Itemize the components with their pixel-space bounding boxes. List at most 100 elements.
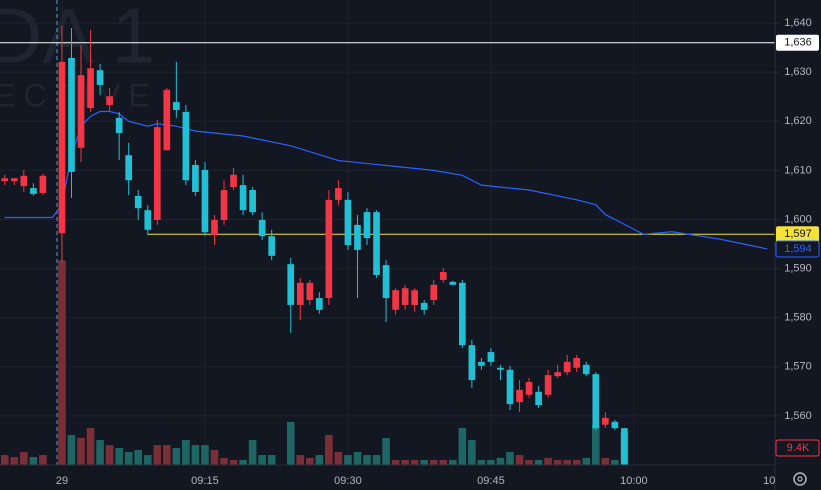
candle-body — [249, 190, 256, 213]
candle-body — [134, 195, 142, 209]
volume-bar — [506, 451, 514, 465]
y-tick-label: 1,610 — [784, 164, 812, 176]
candle-body — [382, 265, 390, 299]
volume-bar — [601, 457, 610, 465]
candle-body — [468, 345, 476, 381]
candle-body — [506, 369, 514, 405]
volume-bar — [124, 451, 133, 465]
y-tick-label: 1,620 — [784, 115, 812, 127]
volume-bar — [248, 440, 257, 465]
candle-body — [363, 212, 371, 239]
candles — [1, 26, 628, 465]
time-axis-labels: 29 09:15 09:30 09:45 10:00 10:15 — [56, 475, 791, 487]
volume-bar — [525, 459, 533, 465]
candle-body — [144, 210, 152, 230]
candle-body — [544, 375, 552, 395]
price-axis: 1,560 1,570 1,580 1,590 1,600 1,610 1,620 1,630… — [775, 17, 812, 422]
candle-body — [573, 357, 581, 368]
price-level-label: 1,636 — [784, 37, 812, 49]
volume-tag-label: 9.4K — [787, 442, 810, 454]
candle-body — [563, 361, 571, 373]
candle-body — [516, 389, 523, 403]
vwap-tag-label: 1,594 — [784, 243, 812, 255]
candle-body — [39, 175, 47, 193]
y-tick-label: 1,630 — [784, 66, 812, 78]
volume-bar — [363, 455, 371, 465]
candle-body — [77, 75, 85, 148]
candle-body — [554, 372, 561, 377]
volume-bar — [591, 425, 600, 465]
candle-body — [439, 272, 447, 280]
volume-bar — [487, 459, 495, 465]
watermark-title: DA 1 — [0, 0, 155, 80]
volume-bar — [410, 459, 419, 465]
settings-icon[interactable] — [793, 472, 807, 486]
volume-bar — [105, 445, 114, 465]
levels — [0, 42, 775, 235]
settings-icon-core[interactable] — [797, 476, 803, 482]
volume-bar — [134, 449, 143, 465]
volume-bar — [153, 445, 162, 465]
price-tags: 1,636 1,597 1,594 9.4K — [775, 34, 820, 457]
y-tick-label: 1,640 — [784, 17, 812, 29]
candle-body — [1, 178, 9, 182]
candle-body — [87, 68, 94, 109]
candle-body — [582, 364, 590, 375]
price-level-tag — [776, 226, 819, 243]
time-axis: 29 09:15 09:30 09:45 10:00 10:15 — [56, 475, 791, 487]
volume-pane — [0, 260, 629, 465]
candle-body — [401, 288, 409, 305]
x-tick-label: 09:45 — [477, 475, 505, 487]
volume-bar — [391, 459, 400, 465]
candle-body — [420, 302, 428, 310]
y-tick-label: 1,570 — [784, 361, 812, 373]
x-tick-label: 10:15 — [763, 475, 791, 487]
candle-body — [287, 264, 295, 305]
candle-body — [306, 282, 314, 301]
candle-body — [20, 175, 28, 187]
candle-body — [163, 89, 171, 151]
candle-body — [411, 290, 419, 305]
candle-body — [30, 188, 37, 194]
volume-bar — [77, 437, 85, 465]
candle-body — [10, 178, 18, 182]
candle-body — [344, 199, 352, 246]
candle-body — [182, 111, 190, 181]
volume-bar — [534, 459, 543, 465]
volume-bar — [86, 427, 95, 465]
volume-bar — [325, 434, 333, 465]
settings-button[interactable] — [793, 472, 807, 486]
volume-bar — [67, 434, 76, 465]
volume-bar — [172, 447, 181, 465]
volume-bar — [439, 459, 448, 465]
candle-body — [153, 127, 161, 220]
volume-bar — [448, 459, 457, 465]
candle-body — [592, 374, 600, 429]
candle-body — [430, 284, 438, 301]
candle-body — [487, 352, 495, 362]
vwap-tag — [775, 240, 820, 258]
volume-bar — [382, 438, 390, 465]
volume-bar — [58, 260, 66, 465]
volume-bar — [372, 455, 381, 465]
candle-body — [211, 219, 218, 236]
volume-bar — [563, 459, 572, 465]
volume-bar — [515, 455, 524, 465]
vwap — [4, 110, 768, 250]
volume-bar — [191, 445, 200, 465]
candle-body — [478, 361, 485, 366]
volume-bar — [239, 459, 247, 465]
candle-body — [601, 417, 609, 425]
y-tick-label: 1,560 — [784, 410, 812, 422]
candle-body — [316, 298, 323, 310]
price-level-tag — [776, 34, 819, 51]
volume-bar — [115, 447, 123, 465]
volume-bar — [39, 455, 47, 465]
x-tick-label: 09:30 — [334, 475, 362, 487]
volume-bar — [210, 449, 219, 465]
candle-body — [354, 224, 361, 250]
volume-bar — [334, 451, 343, 465]
volume-bar — [344, 455, 352, 465]
